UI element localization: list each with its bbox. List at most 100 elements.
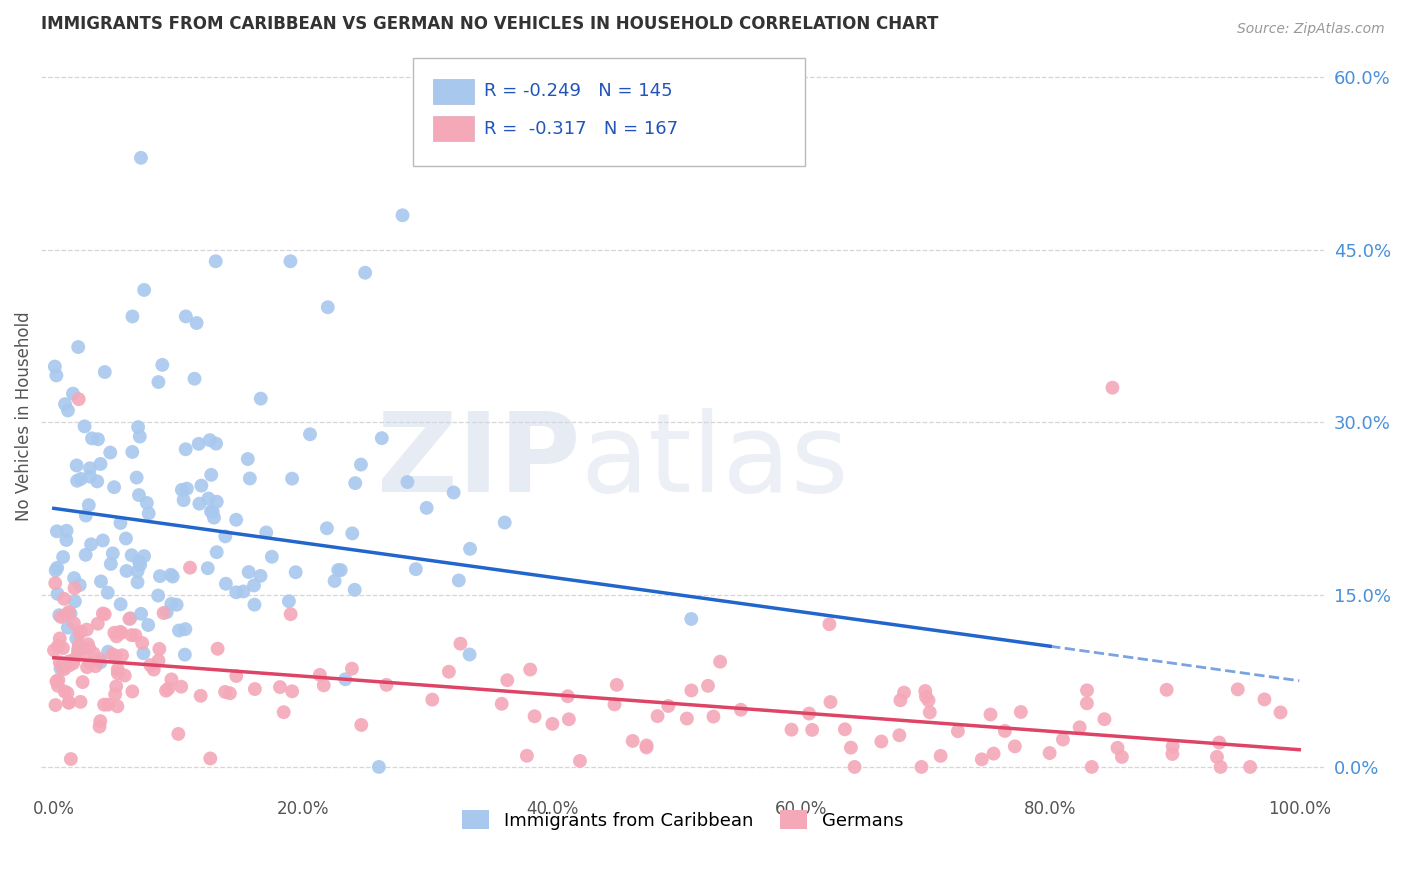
Point <box>120 611 142 625</box>
Point <box>76 623 98 637</box>
Point <box>80 537 103 551</box>
Point <box>48 656 70 670</box>
Point <box>103 480 125 494</box>
Point <box>53 397 76 411</box>
Point <box>121 445 143 459</box>
Point <box>174 310 197 324</box>
Point <box>67 638 90 652</box>
Point <box>186 316 208 330</box>
Text: R = -0.249   N = 145: R = -0.249 N = 145 <box>484 82 672 101</box>
Point <box>118 612 141 626</box>
Point <box>66 458 89 473</box>
Point <box>340 662 363 676</box>
Point <box>709 655 731 669</box>
Point <box>1080 760 1102 774</box>
Text: R =  -0.317   N = 167: R = -0.317 N = 167 <box>484 120 678 137</box>
Point <box>105 629 128 643</box>
Point <box>121 628 143 642</box>
Point <box>994 723 1017 738</box>
Point <box>523 709 546 723</box>
Point <box>197 491 219 506</box>
Point <box>121 684 143 698</box>
Point <box>494 516 516 530</box>
Point <box>110 625 132 640</box>
Point <box>657 698 679 713</box>
Point <box>280 607 302 622</box>
Point <box>918 706 941 720</box>
Point <box>801 723 824 737</box>
Point <box>238 565 260 579</box>
Point <box>636 739 658 753</box>
Point <box>681 683 703 698</box>
Point <box>55 524 77 538</box>
Point <box>59 607 82 621</box>
Point <box>1270 706 1292 720</box>
Point <box>260 549 283 564</box>
Point <box>323 574 346 588</box>
Point <box>150 358 173 372</box>
Point <box>243 598 266 612</box>
Point <box>45 564 67 578</box>
Point <box>1004 739 1026 754</box>
Point <box>91 607 114 621</box>
Point <box>79 656 101 670</box>
Point <box>249 392 271 406</box>
Point <box>200 751 222 765</box>
Point <box>437 665 460 679</box>
Text: Source: ZipAtlas.com: Source: ZipAtlas.com <box>1237 22 1385 37</box>
Point <box>121 548 143 562</box>
Point <box>174 442 197 457</box>
Point <box>187 437 209 451</box>
Point <box>69 624 91 639</box>
Point <box>1156 682 1178 697</box>
Point <box>225 513 247 527</box>
Point <box>249 569 271 583</box>
Point <box>75 508 97 523</box>
Point <box>343 582 366 597</box>
Point <box>139 658 162 673</box>
Point <box>49 610 72 624</box>
Point <box>946 724 969 739</box>
Point <box>114 668 136 682</box>
Point <box>98 445 121 459</box>
Point <box>269 680 291 694</box>
Point <box>66 646 89 660</box>
Point <box>1226 682 1249 697</box>
Point <box>1069 720 1091 734</box>
Point <box>449 637 471 651</box>
Point <box>1161 747 1184 761</box>
Point <box>127 575 149 590</box>
Point <box>56 403 79 417</box>
Point <box>67 392 90 406</box>
Point <box>676 712 699 726</box>
Point <box>243 578 266 592</box>
Point <box>176 482 198 496</box>
Point <box>870 734 893 748</box>
Y-axis label: No Vehicles in Household: No Vehicles in Household <box>15 311 32 521</box>
Point <box>170 483 193 497</box>
Point <box>62 386 84 401</box>
Legend: Immigrants from Caribbean, Germans: Immigrants from Caribbean, Germans <box>456 803 911 837</box>
Point <box>63 581 86 595</box>
Point <box>107 662 129 676</box>
Point <box>42 643 65 657</box>
Point <box>328 563 350 577</box>
Point <box>979 707 1001 722</box>
Point <box>1111 750 1133 764</box>
Point <box>179 560 201 574</box>
Point <box>127 420 149 434</box>
Point <box>914 684 936 698</box>
Point <box>420 692 443 706</box>
Point <box>1206 750 1229 764</box>
Point <box>183 372 205 386</box>
Point <box>89 652 111 666</box>
Point <box>1010 705 1032 719</box>
Point <box>983 747 1005 761</box>
Point <box>516 748 538 763</box>
Point <box>236 452 259 467</box>
Point <box>621 734 644 748</box>
Point <box>491 697 513 711</box>
Point <box>1253 692 1275 706</box>
Point <box>329 563 352 577</box>
Point <box>129 558 152 572</box>
